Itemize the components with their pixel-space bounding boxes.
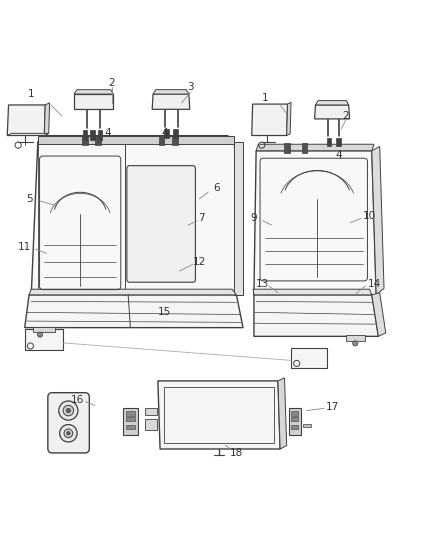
Text: 11: 11	[18, 242, 32, 252]
Circle shape	[66, 408, 71, 413]
Text: 14: 14	[367, 279, 381, 289]
Text: 4: 4	[336, 150, 343, 160]
Bar	[164, 129, 169, 138]
Circle shape	[37, 332, 42, 337]
Polygon shape	[372, 293, 386, 336]
Circle shape	[60, 425, 77, 442]
Polygon shape	[7, 133, 49, 135]
Bar	[98, 130, 102, 140]
Bar	[126, 417, 135, 422]
Bar	[164, 386, 274, 443]
Bar	[291, 348, 327, 368]
Polygon shape	[256, 144, 374, 151]
Polygon shape	[278, 378, 287, 449]
Text: 17: 17	[326, 402, 339, 412]
Polygon shape	[254, 295, 378, 336]
Text: 6: 6	[213, 183, 220, 193]
Text: 2: 2	[343, 111, 349, 121]
Bar	[123, 408, 138, 434]
Bar	[25, 329, 63, 350]
Bar	[346, 335, 365, 341]
Polygon shape	[44, 103, 49, 135]
Bar	[95, 135, 101, 145]
Polygon shape	[254, 151, 376, 295]
Bar	[126, 411, 135, 416]
Bar	[126, 425, 135, 429]
Polygon shape	[234, 142, 243, 295]
Polygon shape	[287, 102, 291, 135]
Text: 2: 2	[109, 78, 115, 88]
Circle shape	[59, 401, 78, 420]
Polygon shape	[7, 105, 45, 135]
Text: 16: 16	[71, 394, 84, 405]
Bar	[83, 130, 87, 140]
Text: 13: 13	[256, 279, 269, 289]
Circle shape	[63, 405, 74, 416]
Circle shape	[64, 429, 73, 438]
Bar	[303, 424, 311, 427]
Bar	[38, 136, 234, 144]
Bar	[285, 143, 290, 153]
Polygon shape	[152, 94, 190, 109]
Bar	[302, 143, 307, 153]
Bar	[159, 135, 164, 145]
Polygon shape	[31, 142, 243, 295]
Text: 3: 3	[187, 83, 194, 93]
Bar	[33, 327, 55, 332]
Polygon shape	[252, 104, 288, 135]
Bar	[289, 408, 301, 434]
Bar	[290, 411, 298, 416]
Text: 4: 4	[161, 128, 168, 139]
Text: 1: 1	[261, 93, 268, 103]
Text: 18: 18	[230, 448, 243, 458]
FancyBboxPatch shape	[127, 166, 195, 282]
Bar	[172, 135, 177, 145]
Text: 12: 12	[193, 257, 206, 267]
Bar	[336, 138, 341, 147]
Bar	[290, 425, 298, 429]
Polygon shape	[38, 135, 234, 142]
Polygon shape	[25, 295, 243, 328]
Text: 9: 9	[251, 214, 257, 223]
Bar	[173, 129, 177, 138]
Polygon shape	[372, 147, 384, 295]
Polygon shape	[314, 105, 350, 119]
Circle shape	[67, 432, 70, 435]
Text: 15: 15	[158, 308, 171, 317]
Bar	[82, 135, 88, 145]
Text: 1: 1	[28, 89, 35, 99]
Bar	[145, 408, 157, 415]
Polygon shape	[29, 289, 237, 295]
Text: 5: 5	[26, 194, 32, 204]
Polygon shape	[315, 101, 349, 105]
Text: 7: 7	[198, 214, 205, 223]
Circle shape	[353, 341, 358, 346]
Polygon shape	[153, 90, 189, 94]
Bar	[290, 417, 298, 422]
Polygon shape	[253, 289, 372, 295]
FancyBboxPatch shape	[48, 393, 89, 453]
Polygon shape	[158, 381, 280, 449]
Bar	[90, 130, 95, 140]
Polygon shape	[74, 90, 113, 94]
Bar	[145, 419, 157, 430]
Text: 10: 10	[363, 211, 376, 221]
Polygon shape	[74, 94, 113, 109]
Text: 4: 4	[104, 128, 111, 139]
Bar	[327, 138, 331, 147]
